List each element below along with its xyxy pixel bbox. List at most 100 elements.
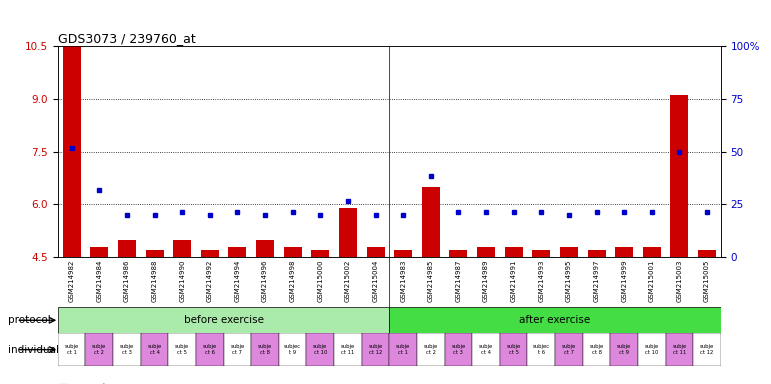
Bar bbox=[224, 333, 251, 366]
Text: subje
ct 1: subje ct 1 bbox=[65, 344, 79, 355]
Bar bbox=[251, 333, 279, 366]
Bar bbox=[311, 250, 329, 257]
Text: subje
ct 12: subje ct 12 bbox=[700, 344, 714, 355]
Text: ■: ■ bbox=[58, 383, 69, 384]
Text: GSM215005: GSM215005 bbox=[704, 260, 710, 302]
Text: GSM214985: GSM214985 bbox=[428, 260, 434, 302]
Text: GSM214990: GSM214990 bbox=[179, 260, 185, 302]
Bar bbox=[339, 208, 357, 257]
Bar bbox=[306, 333, 334, 366]
Bar bbox=[279, 333, 306, 366]
Bar bbox=[583, 333, 611, 366]
Text: subje
ct 4: subje ct 4 bbox=[147, 344, 162, 355]
Text: subje
ct 1: subje ct 1 bbox=[396, 344, 410, 355]
Text: GSM214992: GSM214992 bbox=[207, 260, 213, 302]
Bar bbox=[417, 333, 445, 366]
Text: before exercise: before exercise bbox=[183, 315, 264, 325]
Bar bbox=[366, 247, 385, 257]
Text: subje
ct 5: subje ct 5 bbox=[507, 344, 520, 355]
Bar bbox=[362, 333, 389, 366]
Bar bbox=[394, 250, 412, 257]
Text: GDS3073 / 239760_at: GDS3073 / 239760_at bbox=[58, 32, 196, 45]
Bar bbox=[505, 247, 523, 257]
Bar bbox=[638, 333, 665, 366]
Bar bbox=[671, 95, 689, 257]
Text: subje
ct 8: subje ct 8 bbox=[258, 344, 272, 355]
Bar bbox=[532, 250, 550, 257]
Bar bbox=[445, 333, 472, 366]
Text: GSM215004: GSM215004 bbox=[372, 260, 379, 302]
Text: GSM214997: GSM214997 bbox=[594, 260, 600, 302]
Text: subje
ct 4: subje ct 4 bbox=[479, 344, 493, 355]
Bar bbox=[477, 247, 495, 257]
Text: subjec
t 6: subjec t 6 bbox=[533, 344, 550, 355]
Bar bbox=[472, 333, 500, 366]
Text: subje
ct 10: subje ct 10 bbox=[645, 344, 659, 355]
Bar bbox=[90, 247, 108, 257]
Text: GSM214983: GSM214983 bbox=[400, 260, 406, 302]
Bar bbox=[334, 333, 362, 366]
Bar bbox=[389, 333, 417, 366]
Bar bbox=[146, 250, 163, 257]
Text: GSM214987: GSM214987 bbox=[456, 260, 461, 302]
Bar bbox=[555, 333, 583, 366]
Text: GSM214984: GSM214984 bbox=[96, 260, 103, 302]
Bar bbox=[693, 333, 721, 366]
Text: subje
ct 3: subje ct 3 bbox=[451, 344, 466, 355]
Bar bbox=[527, 333, 555, 366]
Text: after exercise: after exercise bbox=[520, 315, 591, 325]
Bar bbox=[140, 333, 168, 366]
Bar bbox=[500, 333, 527, 366]
Bar bbox=[228, 247, 247, 257]
Text: subje
ct 9: subje ct 9 bbox=[617, 344, 631, 355]
Text: GSM215000: GSM215000 bbox=[318, 260, 323, 302]
Text: GSM214982: GSM214982 bbox=[69, 260, 75, 302]
Text: subje
ct 5: subje ct 5 bbox=[175, 344, 189, 355]
Text: protocol: protocol bbox=[8, 315, 50, 325]
Bar bbox=[200, 250, 219, 257]
Text: GSM214996: GSM214996 bbox=[262, 260, 268, 302]
Text: subje
ct 2: subje ct 2 bbox=[424, 344, 438, 355]
Bar bbox=[615, 247, 633, 257]
Bar bbox=[86, 333, 113, 366]
Bar bbox=[173, 240, 191, 257]
Bar bbox=[196, 333, 224, 366]
Bar bbox=[665, 333, 693, 366]
Bar bbox=[560, 247, 578, 257]
Text: GSM214991: GSM214991 bbox=[510, 260, 517, 302]
Bar bbox=[113, 333, 140, 366]
Bar bbox=[284, 247, 301, 257]
Bar bbox=[422, 187, 439, 257]
Text: GSM214998: GSM214998 bbox=[290, 260, 295, 302]
Text: GSM214995: GSM214995 bbox=[566, 260, 572, 302]
Text: GSM214988: GSM214988 bbox=[152, 260, 157, 302]
Bar bbox=[643, 247, 661, 257]
Text: GSM214994: GSM214994 bbox=[234, 260, 241, 302]
Text: subje
ct 3: subje ct 3 bbox=[120, 344, 134, 355]
Bar bbox=[698, 250, 716, 257]
Bar bbox=[611, 333, 638, 366]
Bar bbox=[58, 307, 389, 333]
Text: GSM214986: GSM214986 bbox=[124, 260, 130, 302]
Text: individual: individual bbox=[8, 344, 59, 355]
Text: subje
ct 11: subje ct 11 bbox=[341, 344, 355, 355]
Text: subje
ct 11: subje ct 11 bbox=[672, 344, 686, 355]
Bar bbox=[449, 250, 467, 257]
Text: subje
ct 12: subje ct 12 bbox=[369, 344, 382, 355]
Text: GSM214989: GSM214989 bbox=[483, 260, 489, 302]
Text: subje
ct 7: subje ct 7 bbox=[231, 344, 244, 355]
Bar bbox=[62, 46, 81, 257]
Bar bbox=[588, 250, 605, 257]
Text: subje
ct 2: subje ct 2 bbox=[93, 344, 106, 355]
Text: subjec
t 9: subjec t 9 bbox=[284, 344, 301, 355]
Text: subje
ct 8: subje ct 8 bbox=[590, 344, 604, 355]
Text: count: count bbox=[77, 383, 106, 384]
Text: subje
ct 10: subje ct 10 bbox=[313, 344, 328, 355]
Bar bbox=[58, 333, 86, 366]
Bar bbox=[256, 240, 274, 257]
Text: subje
ct 6: subje ct 6 bbox=[203, 344, 217, 355]
Text: GSM215001: GSM215001 bbox=[649, 260, 655, 302]
Bar bbox=[168, 333, 196, 366]
Bar bbox=[118, 240, 136, 257]
Text: GSM214993: GSM214993 bbox=[538, 260, 544, 302]
